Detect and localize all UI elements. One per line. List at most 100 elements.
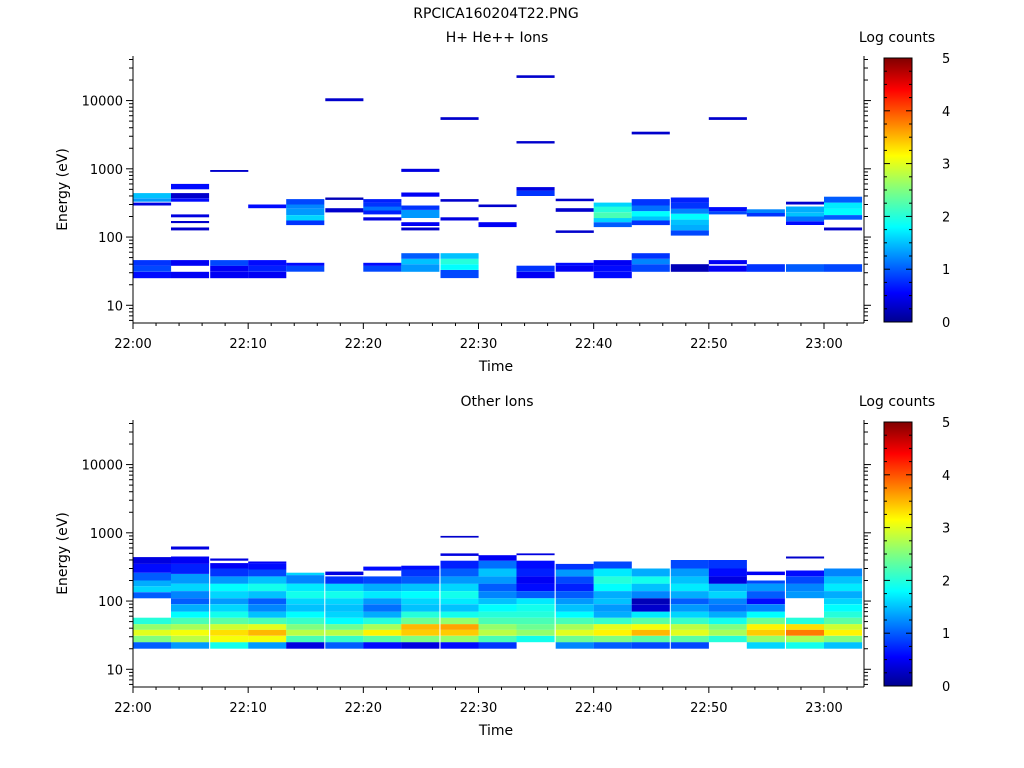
heatmap-cell — [593, 260, 632, 266]
heatmap-cell — [786, 264, 825, 272]
heatmap-cell — [593, 271, 632, 279]
heatmap-cell — [363, 202, 402, 207]
heatmap-cell — [631, 617, 670, 625]
heatmap-cell — [478, 576, 517, 584]
heatmap-cell — [824, 576, 863, 584]
heatmap-cell — [363, 199, 402, 203]
heatmap-cell — [133, 624, 172, 630]
heatmap-cell — [286, 583, 325, 591]
heatmap-cell — [708, 583, 747, 591]
heatmap-cell — [670, 568, 709, 577]
heatmap-cell — [401, 576, 440, 584]
x-axis-label: Time — [478, 359, 513, 375]
heatmap-cell — [401, 642, 440, 649]
heatmap-cell — [593, 624, 632, 630]
heatmap-cell — [440, 624, 479, 630]
heatmap-cell — [248, 635, 287, 643]
x-tick-label: 22:00 — [114, 701, 151, 716]
heatmap-cell — [824, 227, 863, 231]
heatmap-cell — [708, 604, 747, 612]
heatmap-cell — [593, 611, 632, 618]
y-tick-label: 10000 — [82, 95, 123, 110]
heatmap-cell — [440, 264, 479, 270]
colorbar-gradient — [883, 421, 913, 687]
heatmap-cell — [133, 580, 172, 587]
heatmap-cell — [363, 642, 402, 649]
heatmap-cell — [478, 624, 517, 630]
y-tick-label: 10 — [106, 299, 123, 314]
heatmap-cell — [708, 591, 747, 599]
heatmap-cell — [440, 642, 479, 649]
heatmap-cell — [286, 604, 325, 612]
heatmap-cell — [824, 202, 863, 209]
heatmap-cell — [171, 563, 210, 574]
heatmap-cell — [210, 265, 249, 272]
heatmap-cell — [824, 611, 863, 618]
heatmap-cell — [133, 586, 172, 593]
heatmap-cell — [248, 629, 287, 636]
heatmap-cell — [670, 213, 709, 220]
heatmap-cell — [286, 629, 325, 636]
x-tick-label: 22:30 — [460, 701, 497, 716]
colorbar-tick-label: 2 — [942, 210, 950, 225]
heatmap-cell — [708, 629, 747, 636]
heatmap-cell — [133, 265, 172, 272]
heatmap-cell — [478, 629, 517, 636]
heatmap-cell — [286, 624, 325, 630]
heatmap-cell — [786, 591, 825, 599]
heatmap-cell — [363, 604, 402, 612]
x-tick-label: 22:20 — [345, 337, 382, 352]
heatmap-cell — [708, 211, 747, 215]
heatmap-cell — [171, 573, 210, 584]
heatmap-cell — [593, 598, 632, 605]
heatmap-cell — [171, 591, 210, 599]
heatmap-cell — [516, 560, 555, 569]
heatmap-cell — [555, 617, 594, 625]
heatmap-cell — [286, 575, 325, 584]
heatmap-cell — [593, 206, 632, 213]
heatmap-cell — [478, 604, 517, 612]
heatmap-cell — [363, 566, 402, 571]
heatmap-cell — [593, 561, 632, 569]
heatmap-cell — [440, 535, 479, 538]
heatmap-cell — [401, 604, 440, 612]
heatmap-cell — [363, 265, 402, 272]
heatmap-cell — [440, 568, 479, 577]
heatmap-cell — [210, 260, 249, 266]
y-tick-label: 10000 — [82, 459, 123, 474]
x-tick-label: 22:10 — [229, 701, 266, 716]
heatmap-cell — [478, 598, 517, 605]
heatmap-cell — [593, 218, 632, 223]
heatmap-cell — [555, 583, 594, 591]
heatmap-cell — [248, 260, 287, 266]
heatmap-cell — [708, 611, 747, 618]
heatmap-cell — [401, 258, 440, 265]
heatmap-cell — [516, 591, 555, 599]
heatmap-cell — [171, 260, 210, 266]
heatmap-cell — [670, 560, 709, 569]
heatmap-cell — [286, 262, 325, 266]
heatmap-cell — [824, 629, 863, 636]
heatmap-cell — [325, 598, 364, 605]
colorbar: 0 1 2 3 4 5 Log counts — [859, 394, 950, 695]
x-tick-label: 22:20 — [345, 701, 382, 716]
heatmap-cell — [363, 591, 402, 599]
heatmap-cell — [133, 635, 172, 643]
colorbar-tick-label: 3 — [942, 522, 950, 537]
colorbar-tick-label: 0 — [942, 680, 950, 695]
heatmap-cell — [555, 635, 594, 643]
heatmap-cell — [708, 260, 747, 265]
heatmap-cell — [555, 604, 594, 612]
colorbar-tick-label: 5 — [942, 52, 950, 67]
heatmap-cell — [670, 617, 709, 625]
y-axis-label: Energy (eV) — [55, 512, 71, 595]
heatmap-cell — [171, 611, 210, 618]
heatmap-cell — [516, 553, 555, 556]
heatmap-cell — [631, 635, 670, 643]
heatmap-cell — [478, 568, 517, 577]
heatmap-cell — [593, 265, 632, 272]
heatmap-cell — [824, 583, 863, 591]
heatmap-cell — [670, 197, 709, 203]
